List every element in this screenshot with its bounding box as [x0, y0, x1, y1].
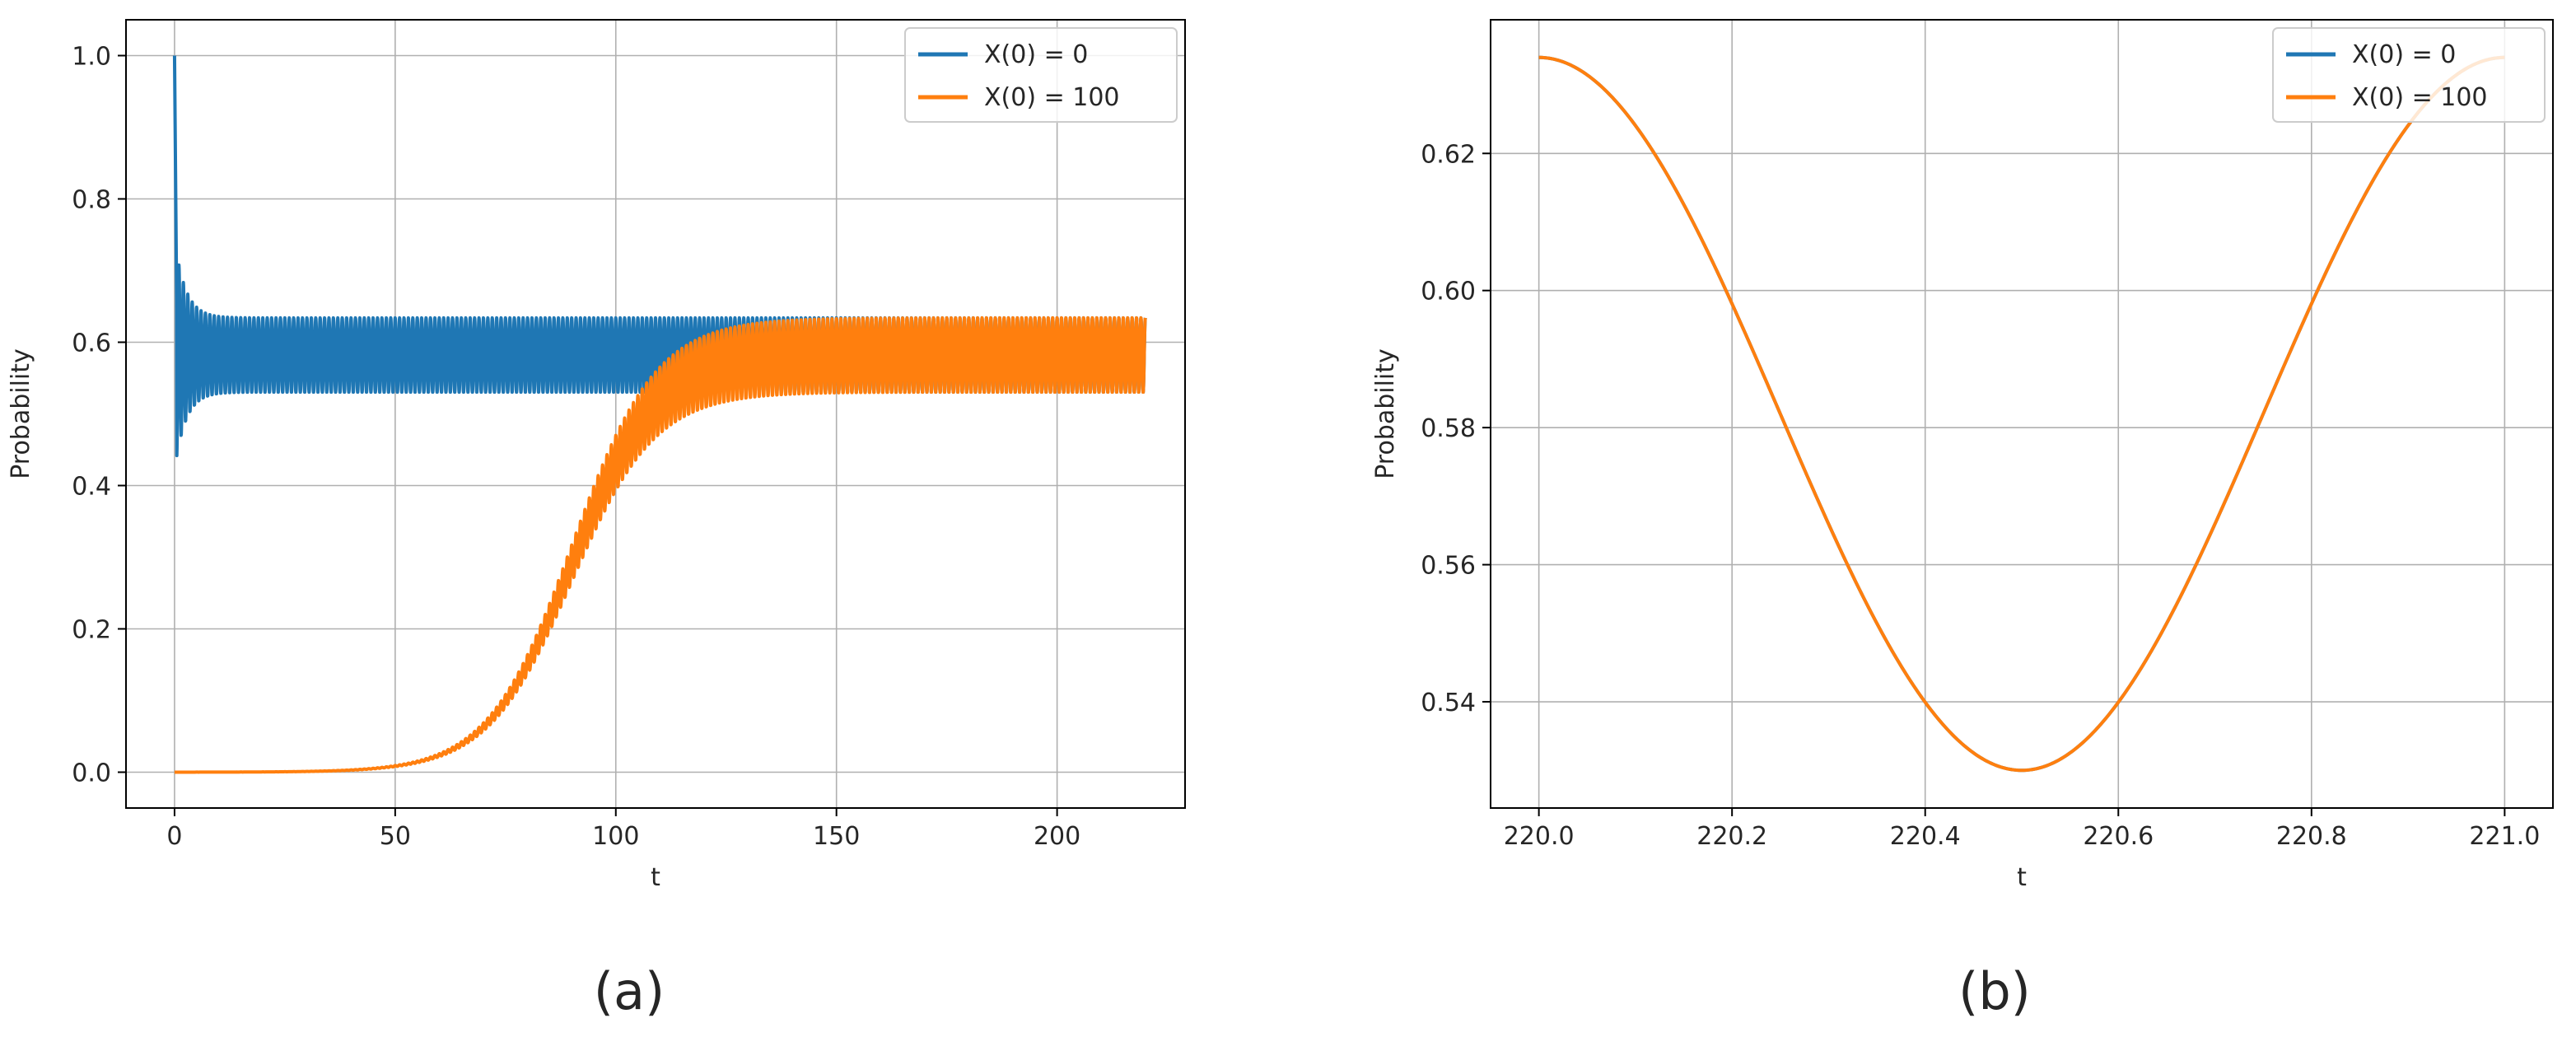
x-tick-label: 220.6 [2083, 822, 2154, 851]
y-tick-label: 0.2 [72, 616, 111, 645]
y-axis-label: Probability [7, 348, 35, 479]
x-tick-label: 221.0 [2469, 822, 2540, 851]
legend: X(0) = 0 X(0) = 100 [904, 27, 1178, 123]
x-tick-label: 50 [380, 822, 411, 851]
x-tick-label: 200 [1034, 822, 1080, 851]
series-line-1 [1538, 55, 2505, 773]
x-tick-label: 220.8 [2276, 822, 2347, 851]
caption-a: (a) [594, 961, 665, 1021]
series-line-1 [173, 315, 1147, 774]
x-tick-label: 150 [813, 822, 860, 851]
y-tick-label: 1.0 [72, 43, 111, 72]
plot-area [1538, 55, 2505, 773]
x-tick-label: 100 [592, 822, 639, 851]
legend: X(0) = 0 X(0) = 100 [2272, 27, 2546, 123]
plot-area [172, 55, 1147, 774]
y-tick-label: 0.0 [72, 759, 111, 788]
y-tick-label: 0.4 [72, 473, 111, 502]
y-tick-label: 0.62 [1421, 140, 1476, 169]
series-line-0 [1538, 55, 2505, 773]
caption-b: (b) [1958, 961, 2031, 1021]
y-tick-label: 0.58 [1421, 414, 1476, 443]
y-tick-label: 0.54 [1421, 689, 1476, 717]
legend-label-1: X(0) = 100 [2352, 83, 2488, 112]
panel-a: 0 50 100 150 200 0.0 0.2 0.4 0.6 0.8 1.0 t Probabili… [7, 19, 1186, 892]
legend-box [2272, 27, 2546, 123]
x-axis-label: t [2017, 863, 2027, 892]
y-tick-label: 0.60 [1421, 278, 1476, 306]
legend-label-0: X(0) = 0 [2352, 40, 2456, 69]
x-tick-label: 0 [166, 822, 182, 851]
y-tick-label: 0.6 [72, 329, 111, 358]
legend-label-1: X(0) = 100 [984, 83, 1120, 112]
y-tick-label: 0.8 [72, 186, 111, 215]
x-tick-label: 220.0 [1504, 822, 1575, 851]
legend-box [904, 27, 1178, 123]
axes-frame [1490, 19, 2554, 809]
x-tick-label: 220.4 [1890, 822, 1961, 851]
x-axis-label: t [651, 863, 660, 892]
axes-frame [125, 19, 1186, 809]
legend-label-0: X(0) = 0 [984, 40, 1088, 69]
x-tick-label: 220.2 [1696, 822, 1767, 851]
y-axis-label: Probability [1371, 348, 1400, 479]
panel-b: 220.0 220.2 220.4 220.6 220.8 221.0 0.54 0.56 0.… [1371, 19, 2554, 892]
y-tick-label: 0.56 [1421, 552, 1476, 581]
